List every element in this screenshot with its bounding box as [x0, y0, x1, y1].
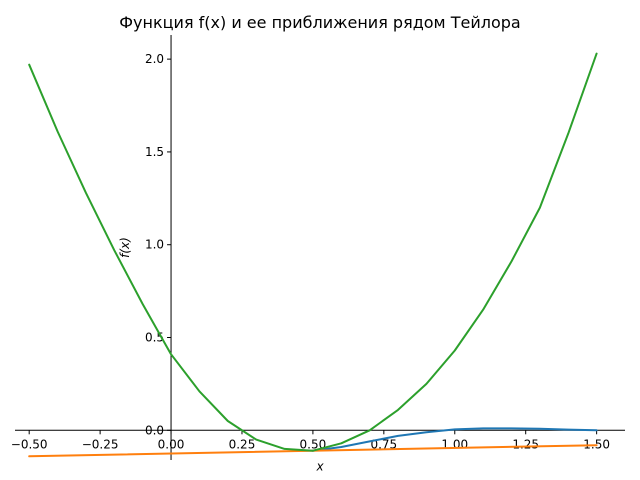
x-tick-label: 1.25 — [512, 437, 539, 451]
axes-spines — [15, 35, 625, 460]
y-tick-label: 1.0 — [145, 238, 164, 252]
y-axis-label: f(x) — [118, 237, 132, 258]
x-tick-label: 0.50 — [300, 437, 327, 451]
x-tick-label: 0.25 — [229, 437, 256, 451]
x-tick-label: −0.25 — [82, 437, 119, 451]
chart-title: Функция f(x) и ее приближения рядом Тейл… — [119, 13, 520, 32]
x-axis-ticks: −0.50 −0.25 0.00 0.25 0.50 0.75 1.00 1.25 1.50 — [11, 430, 610, 451]
y-tick-label: 1.5 — [145, 145, 164, 159]
x-tick-label: 0.00 — [158, 437, 185, 451]
x-tick-label: −0.50 — [11, 437, 48, 451]
y-tick-label: 2.0 — [145, 52, 164, 66]
y-axis-ticks: 0.00.51.01.52.0 — [145, 52, 172, 437]
x-axis-label: x — [315, 459, 324, 473]
series-group — [28, 52, 598, 458]
series-3-line — [28, 52, 598, 452]
y-tick-label: 0.0 — [145, 423, 164, 437]
series-1-line — [311, 427, 598, 452]
x-tick-label: 1.00 — [441, 437, 468, 451]
